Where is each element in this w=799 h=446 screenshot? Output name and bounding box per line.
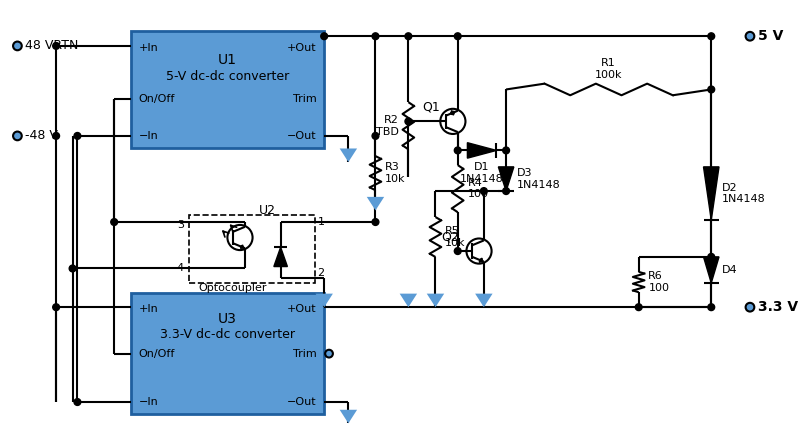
Circle shape <box>708 304 714 310</box>
Polygon shape <box>316 293 333 307</box>
Text: U1: U1 <box>218 54 237 67</box>
Text: +Out: +Out <box>287 43 316 53</box>
Text: 48 VRTN: 48 VRTN <box>25 39 78 53</box>
Text: R3
10k: R3 10k <box>385 162 406 184</box>
Polygon shape <box>400 293 417 307</box>
Text: 5-V dc-dc converter: 5-V dc-dc converter <box>165 70 289 83</box>
Circle shape <box>708 33 714 40</box>
Circle shape <box>745 303 754 312</box>
Text: 4: 4 <box>177 264 184 273</box>
Circle shape <box>372 219 379 225</box>
Polygon shape <box>703 257 719 283</box>
Text: +In: +In <box>138 304 158 314</box>
Polygon shape <box>703 167 719 220</box>
Text: On/Off: On/Off <box>138 94 175 104</box>
Polygon shape <box>340 410 357 423</box>
Text: R6
100: R6 100 <box>648 271 670 293</box>
Circle shape <box>708 253 714 260</box>
Text: +In: +In <box>138 43 158 53</box>
Text: −In: −In <box>138 131 158 141</box>
Polygon shape <box>367 197 384 211</box>
Polygon shape <box>340 149 357 162</box>
FancyArrow shape <box>451 111 455 115</box>
Text: U3: U3 <box>218 312 237 326</box>
FancyBboxPatch shape <box>131 31 324 148</box>
Text: 3: 3 <box>177 220 184 230</box>
Circle shape <box>480 188 487 194</box>
Text: On/Off: On/Off <box>138 349 175 359</box>
FancyArrow shape <box>240 245 244 248</box>
Text: −In: −In <box>138 397 158 407</box>
Text: R4
100: R4 100 <box>467 178 488 199</box>
Circle shape <box>503 188 510 194</box>
Circle shape <box>111 219 117 225</box>
Text: Trim: Trim <box>292 94 316 104</box>
Circle shape <box>455 248 461 255</box>
Circle shape <box>405 33 411 40</box>
Circle shape <box>13 132 22 140</box>
Circle shape <box>13 41 22 50</box>
Text: Q1: Q1 <box>423 101 440 114</box>
Circle shape <box>405 118 411 125</box>
Circle shape <box>503 147 510 154</box>
Polygon shape <box>467 143 496 158</box>
Text: D1
1N4148: D1 1N4148 <box>460 162 504 184</box>
Circle shape <box>708 86 714 93</box>
Text: Trim: Trim <box>292 349 316 359</box>
Text: −Out: −Out <box>287 397 316 407</box>
Circle shape <box>74 132 81 139</box>
Text: D2
1N4148: D2 1N4148 <box>722 183 765 204</box>
Text: −Out: −Out <box>287 131 316 141</box>
Circle shape <box>372 132 379 139</box>
Text: D4: D4 <box>722 265 737 275</box>
Text: R2
TBD: R2 TBD <box>376 115 399 136</box>
Polygon shape <box>274 247 288 267</box>
Circle shape <box>320 33 328 40</box>
Circle shape <box>455 147 461 154</box>
Text: Q2: Q2 <box>441 230 459 244</box>
Circle shape <box>70 265 76 272</box>
Circle shape <box>455 33 461 40</box>
Text: 3.3 V: 3.3 V <box>757 300 798 314</box>
Text: 3.3-V dc-dc converter: 3.3-V dc-dc converter <box>160 328 295 341</box>
Polygon shape <box>427 293 444 307</box>
Text: +Out: +Out <box>287 304 316 314</box>
Text: 2: 2 <box>317 268 324 278</box>
Circle shape <box>74 399 81 405</box>
FancyArrow shape <box>479 258 483 262</box>
Circle shape <box>372 33 379 40</box>
Circle shape <box>53 304 59 310</box>
Circle shape <box>635 304 642 310</box>
FancyBboxPatch shape <box>131 293 324 413</box>
Polygon shape <box>475 293 492 307</box>
Text: -48 V: -48 V <box>25 129 58 142</box>
Polygon shape <box>499 167 514 191</box>
Text: R1
100k: R1 100k <box>595 58 622 80</box>
Circle shape <box>53 42 59 50</box>
Circle shape <box>53 132 59 139</box>
Text: 1: 1 <box>317 217 324 227</box>
Text: 5 V: 5 V <box>757 29 783 43</box>
Circle shape <box>325 350 333 358</box>
Text: U2: U2 <box>260 204 276 217</box>
Text: Optocoupler: Optocoupler <box>198 283 267 293</box>
Circle shape <box>745 32 754 41</box>
Text: D3
1N4148: D3 1N4148 <box>517 168 561 190</box>
Text: R5
10k: R5 10k <box>445 226 466 248</box>
